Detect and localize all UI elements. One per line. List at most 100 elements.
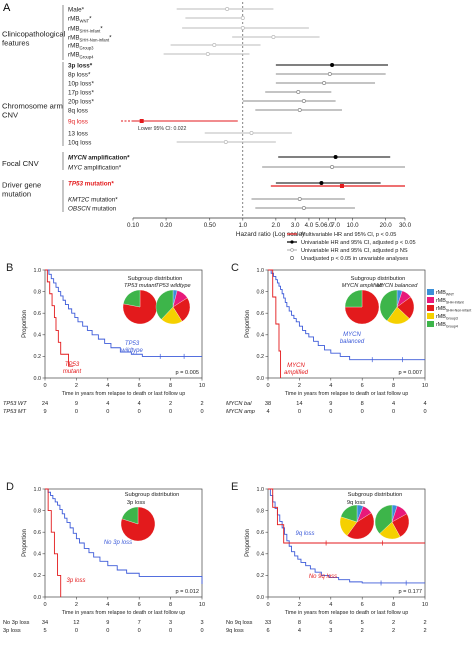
x-axis-label: Time in years from relapse to death or l…: [62, 391, 186, 397]
survival-curve: [268, 269, 425, 361]
x-tick-label: 2: [298, 383, 301, 389]
risk-value: 6: [266, 628, 269, 634]
y-axis-label: Proportion: [22, 529, 28, 557]
pie-label: 3p loss: [127, 500, 145, 506]
legend-marker: [290, 240, 294, 244]
forest-group-label: Clinicopathological: [2, 30, 66, 39]
x-tick-label: 8: [169, 383, 172, 389]
risk-value: 0: [106, 628, 109, 634]
risk-value: 6: [329, 620, 332, 626]
y-axis-label: Proportion: [245, 310, 251, 338]
forest-row-label: MYC amplification*: [68, 165, 122, 172]
risk-value: 2: [423, 620, 426, 626]
forest-point: [240, 16, 245, 20]
risk-value: 0: [106, 409, 109, 415]
risk-value: 0: [200, 409, 203, 415]
y-axis-label: Proportion: [245, 529, 251, 557]
x-tick-label: 6: [138, 602, 141, 608]
curve-label: No 3p loss: [104, 540, 132, 546]
forest-row-label: rMBGroup4: [68, 52, 94, 60]
forest-row-label: 10p loss*: [68, 81, 94, 88]
y-tick-label: 0.8: [257, 508, 265, 514]
legend-marker: [290, 248, 294, 252]
y-tick-label: 0.4: [257, 333, 265, 339]
forest-row-label: 8q loss: [68, 108, 88, 115]
y-tick-label: 0.6: [34, 530, 42, 536]
y-tick-label: 1.0: [34, 268, 42, 274]
legend-label: rMBWNT: [436, 290, 455, 297]
subgroup-title: Subgroup distribution: [348, 492, 403, 498]
forest-x-tick-label: 5.0: [315, 222, 324, 229]
x-tick-label: 2: [298, 602, 301, 608]
risk-value: 7: [138, 620, 141, 626]
forest-row-label: MYCN amplification*: [68, 155, 130, 162]
forest-point: [301, 206, 306, 210]
risk-value: 0: [138, 409, 141, 415]
y-tick-label: 0.2: [34, 573, 42, 579]
pie-slice: [155, 289, 174, 320]
y-tick-label: 1.0: [257, 268, 265, 274]
y-tick-label: 0.2: [34, 354, 42, 360]
p-value: p = 0.007: [399, 370, 422, 376]
risk-value: 38: [265, 401, 271, 407]
risk-value: 0: [169, 409, 172, 415]
risk-row-label: TP53 WT: [3, 401, 27, 407]
panel-letter: D: [6, 481, 14, 493]
forest-point: [319, 181, 324, 185]
x-tick-label: 6: [138, 383, 141, 389]
risk-value: 5: [361, 620, 364, 626]
y-tick-label: 0.8: [257, 289, 265, 295]
y-tick-label: 0.0: [257, 376, 265, 382]
risk-value: 9: [43, 409, 46, 415]
forest-point: [333, 155, 338, 159]
x-tick-label: 8: [169, 602, 172, 608]
risk-value: 4: [138, 401, 141, 407]
risk-value: 2: [361, 628, 364, 634]
forest-point: [205, 52, 210, 56]
risk-value: 3: [329, 628, 332, 634]
legend-label: rMBSHH-Non-infant: [436, 306, 471, 313]
pie-label: MYCN balanced: [377, 283, 419, 289]
y-tick-label: 0.0: [34, 376, 42, 382]
y-tick-label: 0.4: [257, 552, 265, 558]
risk-value: 0: [361, 409, 364, 415]
subgroup-title: Subgroup distribution: [351, 276, 406, 282]
curve-label: 9q loss: [295, 531, 314, 537]
y-axis-label: Proportion: [22, 310, 28, 338]
forest-row-label: rMBGroup3: [68, 43, 94, 51]
survival-curve: [45, 269, 74, 367]
forest-row-label: rMBSHH-Infant*: [68, 26, 103, 34]
risk-row-label: 3p loss: [3, 628, 21, 634]
curve-label: MYCN: [287, 363, 305, 369]
risk-value: 8: [361, 401, 364, 407]
pie-label: MYCN amplified: [342, 283, 383, 289]
forest-point: [322, 81, 327, 85]
risk-row-label: No 3p loss: [3, 620, 30, 626]
forest-row-label: OBSCN mutation: [68, 206, 117, 213]
risk-value: 2: [200, 401, 203, 407]
pie-label: TP53 mutant: [124, 283, 156, 289]
plot-frame: [44, 269, 203, 379]
curve-label: No 9q loss: [309, 574, 337, 580]
forest-row-label: 3p loss*: [68, 63, 93, 70]
curve-label: balanced: [340, 339, 365, 345]
x-axis-label: Time in years from relapse to death or l…: [62, 610, 186, 616]
risk-value: 33: [265, 620, 271, 626]
forest-legend: Multivariable HR and 95% CI, p < 0.05 Uni…: [287, 232, 416, 262]
forest-x-axis-label: Hazard ratio (Log scale): [236, 231, 304, 238]
y-tick-label: 0.2: [257, 573, 265, 579]
risk-row-label: TP53 MT: [3, 409, 27, 415]
forest-x-tick-label: 4.0: [305, 222, 314, 229]
risk-value: 34: [42, 620, 48, 626]
forest-point: [212, 43, 217, 47]
legend-label: rMBGroup3: [436, 314, 458, 321]
y-tick-label: 0.4: [34, 552, 42, 558]
forest-row-label: 13 loss: [68, 131, 88, 138]
y-tick-label: 1.0: [257, 487, 265, 493]
legend-label: rMBGroup4: [436, 322, 458, 329]
x-tick-label: 6: [361, 602, 364, 608]
curve-label: 3p loss: [66, 578, 85, 584]
